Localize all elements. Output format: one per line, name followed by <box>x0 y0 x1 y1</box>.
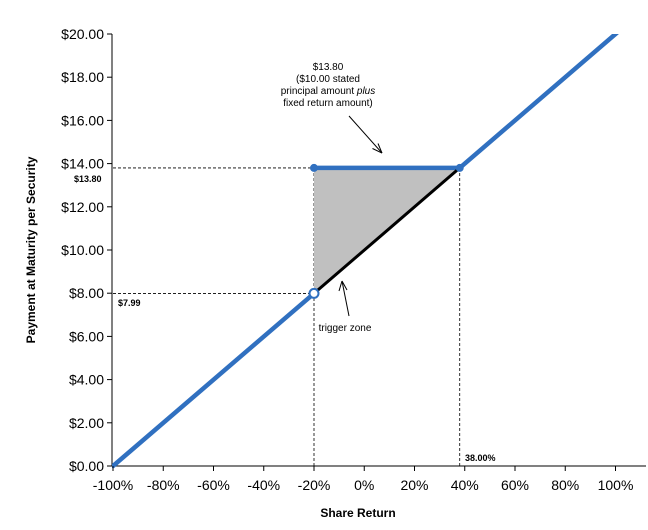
marker-open <box>308 287 320 299</box>
x-tick-label: 40% <box>451 477 479 493</box>
y-tick-label: $10.00 <box>61 242 104 258</box>
cap-annotation: $13.80 ($10.00 stated principal amount p… <box>281 62 383 154</box>
y-tick-label: $18.00 <box>61 69 104 85</box>
x-tick-label: -40% <box>247 477 280 493</box>
series-share-return-line <box>313 166 461 295</box>
cap-note-line-2: ($10.00 stated <box>296 74 360 85</box>
y-tick-label: $6.00 <box>69 328 104 344</box>
x-knee-value-label: 38.00% <box>465 453 496 463</box>
y-tick-label: $20.00 <box>61 26 104 42</box>
cap-note-line-3: principal amount plus <box>281 86 376 97</box>
marker-layer <box>308 163 464 299</box>
cap-arrow-head <box>372 143 383 154</box>
trigger-arrow-head <box>338 280 348 292</box>
trigger-arrow-shaft <box>341 280 350 317</box>
x-tick-label: 60% <box>501 477 529 493</box>
x-tick-label: 0% <box>354 477 374 493</box>
series-layer <box>112 34 619 469</box>
series-payoff-lower <box>112 291 317 469</box>
trigger-note: trigger zone <box>319 323 372 334</box>
y-tick-label: $0.00 <box>69 458 104 474</box>
reference-lines <box>113 167 461 466</box>
cap-note-line-4: fixed return amount) <box>283 98 373 109</box>
marker-filled <box>310 163 318 172</box>
x-axis-title: Share Return <box>320 506 395 520</box>
x-tick-label: -100% <box>93 477 133 493</box>
series-payoff-upper <box>457 34 619 171</box>
x-tick-label: 20% <box>400 477 428 493</box>
y-tick-label: $2.00 <box>69 415 104 431</box>
y-tick-label: $8.00 <box>69 285 104 301</box>
y-tick-label: $12.00 <box>61 199 104 215</box>
marker-filled <box>455 163 464 172</box>
trigger-annotation: trigger zone <box>319 280 372 334</box>
y-axis-title: Payment at Maturity per Security <box>24 156 38 343</box>
x-tick-label: -80% <box>147 477 180 493</box>
cap-arrow-shaft <box>348 115 383 154</box>
y-tick-label: $14.00 <box>61 156 104 172</box>
x-tick-label: 100% <box>598 477 634 493</box>
y-low-value-label: $7.99 <box>118 298 141 308</box>
x-tick-label: -60% <box>197 477 230 493</box>
x-tick-label: 80% <box>551 477 579 493</box>
axes <box>111 34 646 467</box>
y-high-value-label: $13.80 <box>74 174 102 184</box>
y-tick-label: $4.00 <box>69 372 104 388</box>
y-tick-label: $16.00 <box>61 112 104 128</box>
tick-label-layer: $0.00 $2.00 $4.00 $6.00 $8.00 $10.00 $12.00 $14… <box>61 26 633 493</box>
cap-note-line-1: $13.80 <box>313 62 344 73</box>
x-tick-label: -20% <box>298 477 331 493</box>
